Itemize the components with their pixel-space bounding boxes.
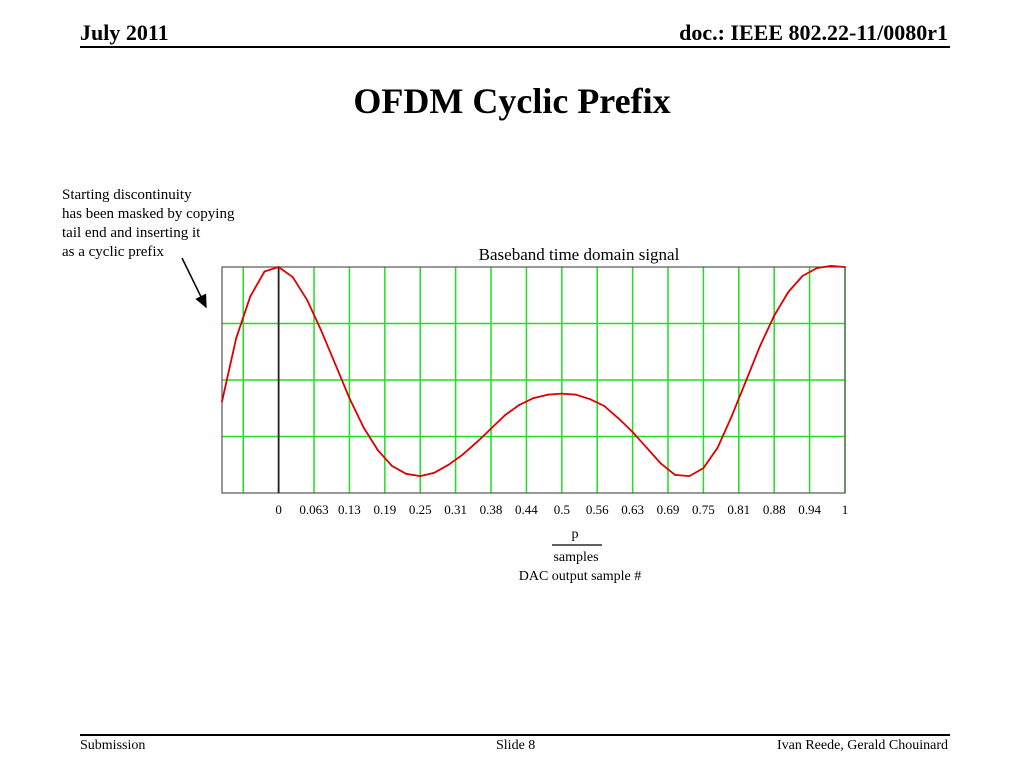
x-tick-label: 0.75 — [692, 502, 715, 517]
annotation-arrow — [181, 257, 207, 309]
data-point — [617, 417, 620, 420]
data-point — [603, 405, 606, 407]
x-tick-label: 0.44 — [515, 502, 538, 517]
data-point — [362, 426, 365, 429]
header-date: July 2011 — [80, 20, 169, 45]
footer-slide-number: Slide 8 — [496, 738, 536, 753]
data-point — [504, 414, 507, 416]
xlabel-numerator: p — [572, 527, 579, 542]
x-tick-label: 0.69 — [657, 502, 680, 517]
xlabel-denominator: samples — [553, 550, 598, 565]
data-point — [575, 393, 577, 396]
data-point — [532, 397, 535, 399]
header-doc-id: doc.: IEEE 802.22-11/0080r1 — [679, 20, 948, 45]
data-point — [759, 345, 761, 347]
x-tick-label: 0.88 — [763, 502, 786, 517]
annotation-line: has been masked by copying — [62, 206, 235, 222]
series-layer — [221, 264, 846, 478]
data-point — [391, 464, 393, 467]
data-point — [490, 427, 492, 430]
series-line — [221, 264, 846, 478]
data-point — [419, 475, 422, 477]
x-tick-label: 0.063 — [299, 502, 328, 517]
plot-frame — [221, 266, 846, 494]
data-point — [376, 449, 379, 451]
data-point — [235, 337, 238, 340]
footer-submission: Submission — [80, 738, 146, 753]
x-tick-label: 0 — [275, 502, 282, 517]
data-point — [263, 270, 266, 273]
chart-grid — [222, 267, 846, 493]
data-point — [306, 298, 308, 301]
chart-title: Baseband time domain signal — [479, 245, 680, 264]
data-point — [730, 415, 733, 418]
annotation-text: Starting discontinuity has been masked b… — [62, 186, 234, 262]
data-point — [405, 472, 407, 475]
data-point — [291, 276, 294, 279]
data-point — [221, 400, 223, 403]
annotation-line: Starting discontinuity — [62, 187, 192, 203]
annotation-line: as a cyclic prefix — [62, 244, 165, 260]
data-point — [560, 392, 563, 395]
x-tick-label: 0.13 — [338, 502, 361, 517]
x-tick-label: 0.81 — [727, 502, 750, 517]
data-point — [674, 474, 676, 476]
footer-authors: Ivan Reede, Gerald Chouinard — [776, 738, 948, 753]
data-point — [787, 290, 790, 293]
data-point — [744, 380, 747, 383]
data-point — [320, 329, 323, 332]
footer-rule — [80, 734, 950, 736]
plot-border — [221, 266, 846, 494]
data-point — [773, 314, 776, 317]
data-point — [801, 275, 804, 277]
slide-title: OFDM Cyclic Prefix — [353, 81, 671, 121]
data-point — [348, 397, 351, 399]
data-point — [249, 295, 252, 298]
data-point — [631, 431, 634, 433]
data-point — [334, 363, 337, 366]
x-tick-label: 0.19 — [373, 502, 396, 517]
data-point — [660, 462, 662, 465]
data-point — [815, 267, 818, 270]
data-point — [589, 398, 592, 401]
x-tick-label: 1 — [842, 502, 849, 517]
header-rule — [80, 46, 950, 48]
data-point — [829, 264, 832, 267]
data-point — [844, 266, 846, 268]
data-point — [645, 446, 648, 449]
x-tick-label: 0.38 — [480, 502, 503, 517]
data-point — [447, 463, 450, 466]
x-tick-label: 0.5 — [554, 502, 570, 517]
x-tick-label: 0.25 — [409, 502, 432, 517]
data-point — [716, 446, 719, 449]
annotation-line: tail end and inserting it — [62, 225, 201, 241]
data-point — [277, 266, 280, 268]
x-tick-label: 0.94 — [798, 502, 821, 517]
x-tick-label: 0.31 — [444, 502, 467, 517]
data-point — [546, 393, 549, 396]
x-tick-labels: 0 0.063 0.13 0.19 0.25 0.31 0.38 0.44 0.5 0.56 0.6… — [275, 502, 848, 517]
x-tick-label: 0.63 — [621, 502, 644, 517]
data-point — [461, 453, 464, 456]
x-axis-label: DAC output sample # — [519, 569, 642, 584]
data-point — [688, 475, 691, 477]
data-point — [518, 403, 521, 406]
x-tick-label: 0.56 — [586, 502, 609, 517]
data-point — [433, 471, 436, 474]
data-point — [702, 467, 705, 470]
data-point — [475, 441, 478, 444]
